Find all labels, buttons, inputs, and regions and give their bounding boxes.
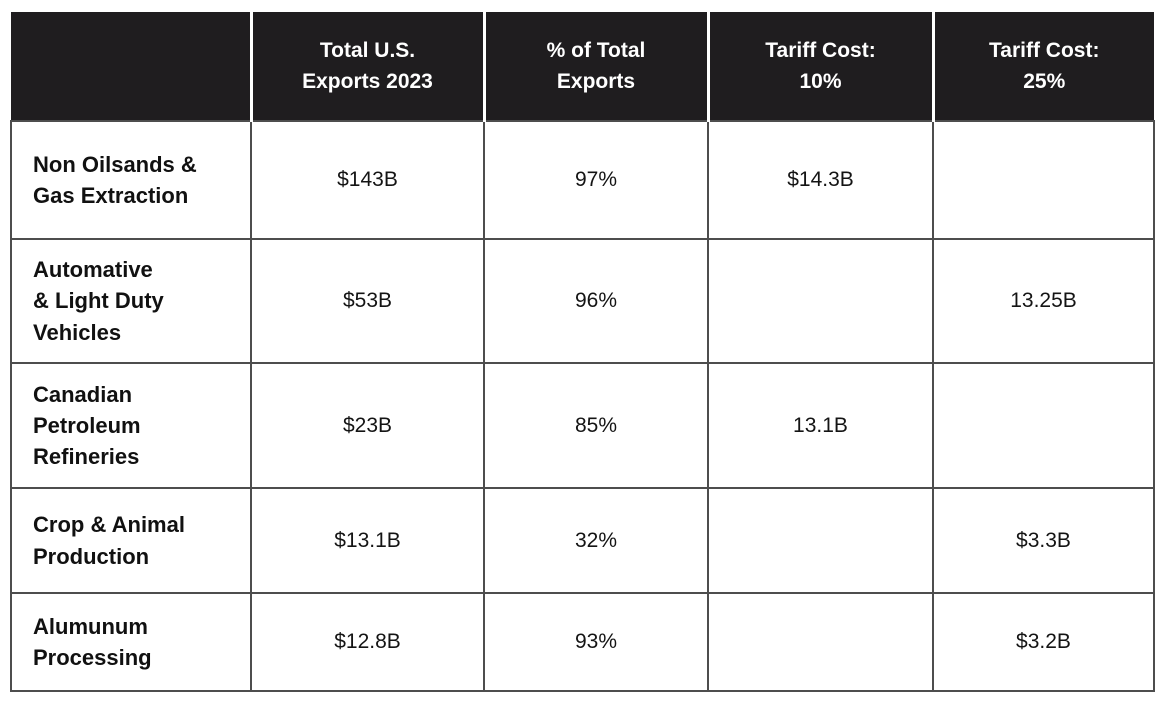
- cell-tariff-25: [932, 120, 1155, 240]
- table-row: Canadian Petroleum Refineries $23B 85% 1…: [10, 362, 1155, 489]
- table-row: Crop & Animal Production $13.1B 32% $3.3…: [10, 487, 1155, 594]
- cell-category: Canadian Petroleum Refineries: [10, 362, 252, 489]
- header-pct-of-total: % of Total Exports: [484, 12, 710, 121]
- cell-category: Non Oilsands & Gas Extraction: [10, 120, 252, 240]
- cell-total-exports: $23B: [250, 362, 485, 489]
- table-row: Non Oilsands & Gas Extraction $143B 97% …: [10, 120, 1155, 240]
- table-header: Total U.S. Exports 2023 % of Total Expor…: [11, 12, 1154, 121]
- cell-tariff-25: $3.2B: [932, 592, 1155, 692]
- cell-tariff-25: $3.3B: [932, 487, 1155, 594]
- cell-total-exports: $12.8B: [250, 592, 485, 692]
- cell-tariff-25: 13.25B: [932, 238, 1155, 364]
- cell-pct-of-total: 96%: [483, 238, 709, 364]
- cell-tariff-10: [707, 238, 934, 364]
- cell-tariff-10: [707, 487, 934, 594]
- cell-tariff-10: $14.3B: [707, 120, 934, 240]
- cell-category: Alumunum Processing: [10, 592, 252, 692]
- cell-total-exports: $53B: [250, 238, 485, 364]
- cell-category: Crop & Animal Production: [10, 487, 252, 594]
- cell-category: Automative & Light Duty Vehicles: [10, 238, 252, 364]
- header-tariff-25: Tariff Cost: 25%: [933, 12, 1154, 121]
- header-row: Total U.S. Exports 2023 % of Total Expor…: [11, 12, 1154, 121]
- cell-pct-of-total: 97%: [483, 120, 709, 240]
- cell-pct-of-total: 85%: [483, 362, 709, 489]
- table-body: Non Oilsands & Gas Extraction $143B 97% …: [10, 120, 1155, 692]
- tariff-table: Total U.S. Exports 2023 % of Total Expor…: [10, 12, 1155, 692]
- cell-pct-of-total: 93%: [483, 592, 709, 692]
- cell-total-exports: $143B: [250, 120, 485, 240]
- tariff-table-container: Total U.S. Exports 2023 % of Total Expor…: [10, 12, 1155, 692]
- cell-total-exports: $13.1B: [250, 487, 485, 594]
- header-category: [11, 12, 253, 121]
- cell-tariff-10: [707, 592, 934, 692]
- header-total-exports: Total U.S. Exports 2023: [251, 12, 486, 121]
- header-tariff-10: Tariff Cost: 10%: [708, 12, 935, 121]
- cell-pct-of-total: 32%: [483, 487, 709, 594]
- table-row: Alumunum Processing $12.8B 93% $3.2B: [10, 592, 1155, 692]
- table-row: Automative & Light Duty Vehicles $53B 96…: [10, 238, 1155, 364]
- cell-tariff-25: [932, 362, 1155, 489]
- cell-tariff-10: 13.1B: [707, 362, 934, 489]
